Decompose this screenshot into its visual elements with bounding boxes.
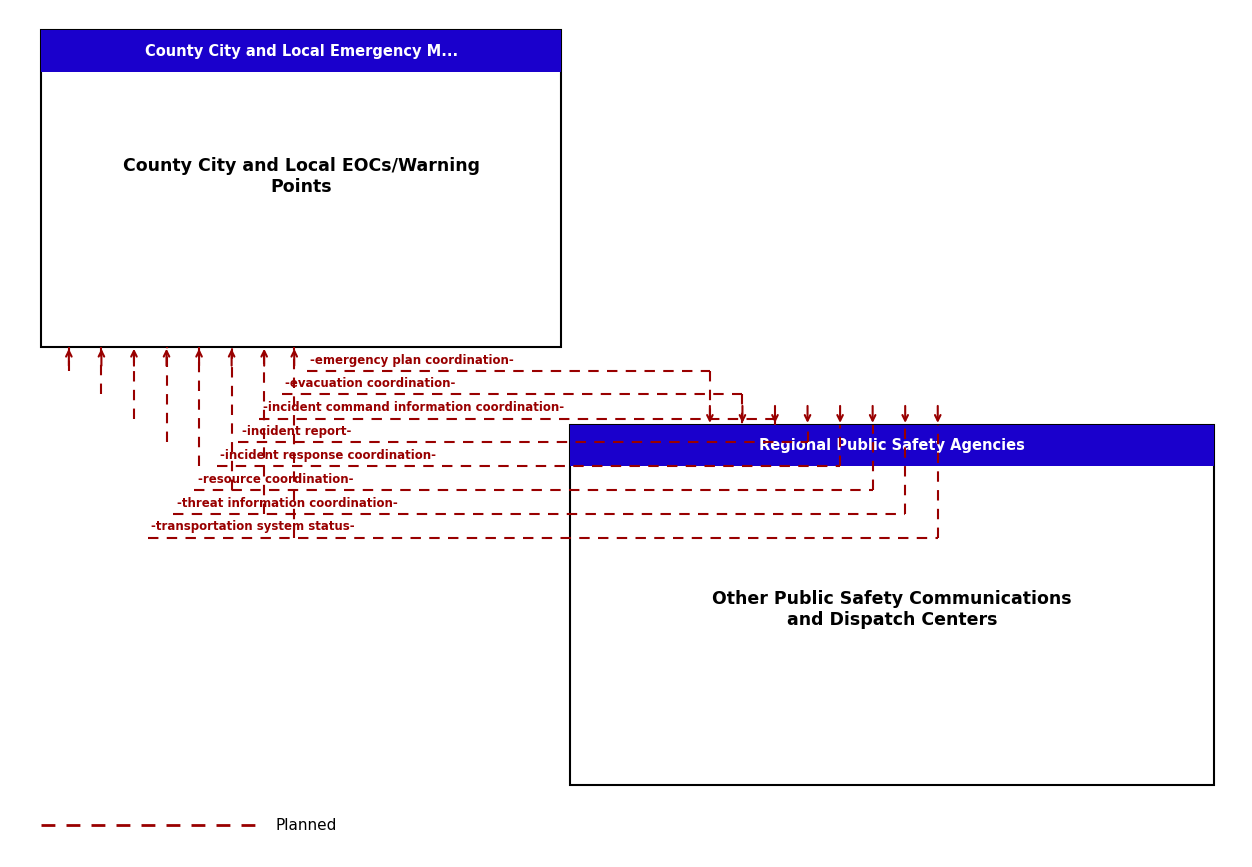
Text: -evacuation coordination-: -evacuation coordination-	[285, 377, 456, 390]
Bar	[570, 425, 1214, 466]
Text: -transportation system status-: -transportation system status-	[151, 520, 356, 533]
Text: Regional Public Safety Agencies: Regional Public Safety Agencies	[759, 438, 1025, 453]
Text: -incident command information coordination-: -incident command information coordinati…	[263, 401, 565, 414]
Text: Other Public Safety Communications
and Dispatch Centers: Other Public Safety Communications and D…	[712, 590, 1072, 629]
Text: -incident response coordination-: -incident response coordination-	[220, 449, 437, 462]
Bar	[41, 30, 561, 72]
Bar	[570, 425, 1214, 785]
Text: -incident report-: -incident report-	[242, 425, 351, 438]
Text: -resource coordination-: -resource coordination-	[198, 473, 353, 486]
Text: County City and Local Emergency M...: County City and Local Emergency M...	[144, 43, 458, 59]
Text: County City and Local EOCs/Warning
Points: County City and Local EOCs/Warning Point…	[123, 157, 480, 196]
Text: Planned: Planned	[275, 818, 337, 833]
Text: -threat information coordination-: -threat information coordination-	[177, 497, 397, 510]
Text: -emergency plan coordination-: -emergency plan coordination-	[310, 354, 515, 367]
Bar	[41, 30, 561, 347]
